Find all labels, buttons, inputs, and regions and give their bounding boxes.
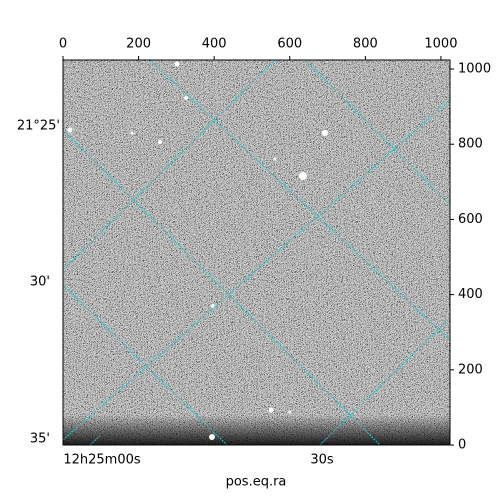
- x-tick-label: 0: [59, 37, 67, 52]
- y-tick-label: 1000: [458, 62, 491, 77]
- dec-label: 21°25': [17, 119, 60, 134]
- dec-label: 30': [30, 275, 50, 290]
- y-tick-label: 400: [458, 287, 483, 302]
- y-tick-label: 800: [458, 137, 483, 152]
- y-tick-label: 200: [458, 362, 483, 377]
- x-tick-label: 1000: [424, 37, 457, 52]
- x-tick-label: 600: [277, 37, 302, 52]
- x-axis-label: pos.eq.ra: [226, 475, 287, 490]
- x-tick-label: 800: [353, 37, 378, 52]
- ra-label: 12h25m00s: [63, 453, 141, 468]
- y-tick-label: 600: [458, 212, 483, 227]
- y-tick-label: 0: [458, 438, 466, 453]
- coordinate-grid: [62, 59, 451, 446]
- sky-image: [63, 60, 450, 445]
- x-tick-label: 200: [126, 37, 151, 52]
- dec-label: 35': [30, 432, 50, 447]
- axes-frame: [62, 59, 451, 446]
- ra-label: 30s: [310, 453, 334, 468]
- x-tick-label: 400: [202, 37, 227, 52]
